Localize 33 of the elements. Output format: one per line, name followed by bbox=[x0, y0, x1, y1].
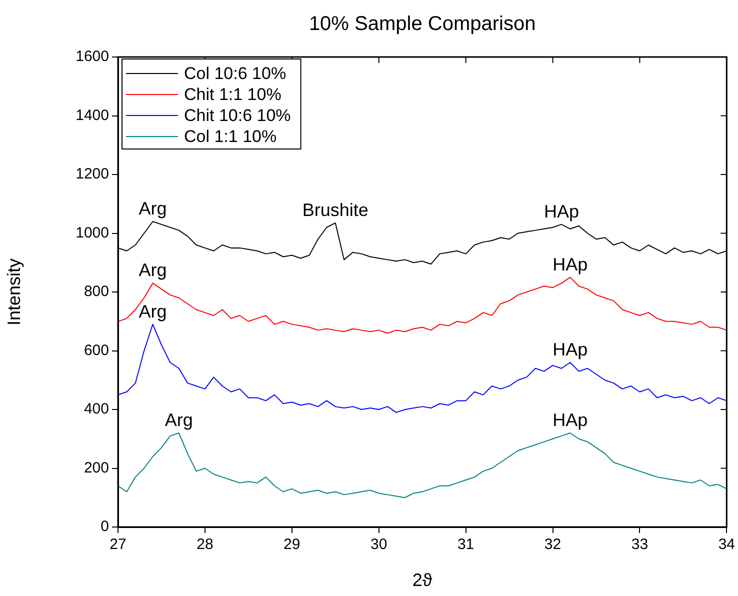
x-tick-label: 33 bbox=[631, 536, 648, 554]
x-tick-label: 28 bbox=[196, 536, 214, 554]
y-tick-label: 1400 bbox=[76, 106, 109, 124]
x-tick-label: 29 bbox=[284, 536, 300, 554]
annotation: HAp bbox=[552, 410, 588, 430]
y-tick-label: 0 bbox=[100, 518, 109, 536]
y-tick-label: 200 bbox=[84, 459, 109, 476]
annotation: Arg bbox=[138, 301, 167, 322]
annotation: HAp bbox=[552, 254, 588, 274]
annotation: Brushite bbox=[302, 200, 368, 220]
annotation: Arg bbox=[138, 260, 167, 280]
x-tick-label: 32 bbox=[544, 536, 562, 554]
annotation: HAp bbox=[552, 339, 588, 360]
annotation: Arg bbox=[164, 410, 193, 430]
x-tick-label: 27 bbox=[110, 536, 126, 554]
y-tick-label: 1000 bbox=[76, 224, 109, 242]
x-tick-label: 30 bbox=[370, 536, 388, 554]
chart-title: 10% Sample Comparison bbox=[308, 13, 536, 35]
x-tick-label: 31 bbox=[457, 536, 474, 554]
y-tick-label: 400 bbox=[84, 400, 109, 418]
y-tick-label: 1600 bbox=[76, 48, 109, 66]
y-tick-label: 600 bbox=[84, 342, 109, 359]
y-tick-label: 800 bbox=[84, 283, 109, 300]
x-tick-label: 34 bbox=[718, 536, 735, 554]
legend-label: Chit 10:6 10% bbox=[184, 106, 291, 126]
legend-label: Col 10:6 10% bbox=[184, 64, 286, 84]
y-tick-label: 1200 bbox=[76, 166, 109, 183]
annotation: HAp bbox=[544, 201, 579, 222]
legend-label: Col 1:1 10% bbox=[184, 127, 277, 146]
y-axis-title: Intensity bbox=[4, 258, 24, 326]
legend-label: Chit 1:1 10% bbox=[184, 85, 282, 104]
x-axis-title: 2ϑ bbox=[412, 570, 432, 590]
annotation: Arg bbox=[138, 198, 167, 218]
